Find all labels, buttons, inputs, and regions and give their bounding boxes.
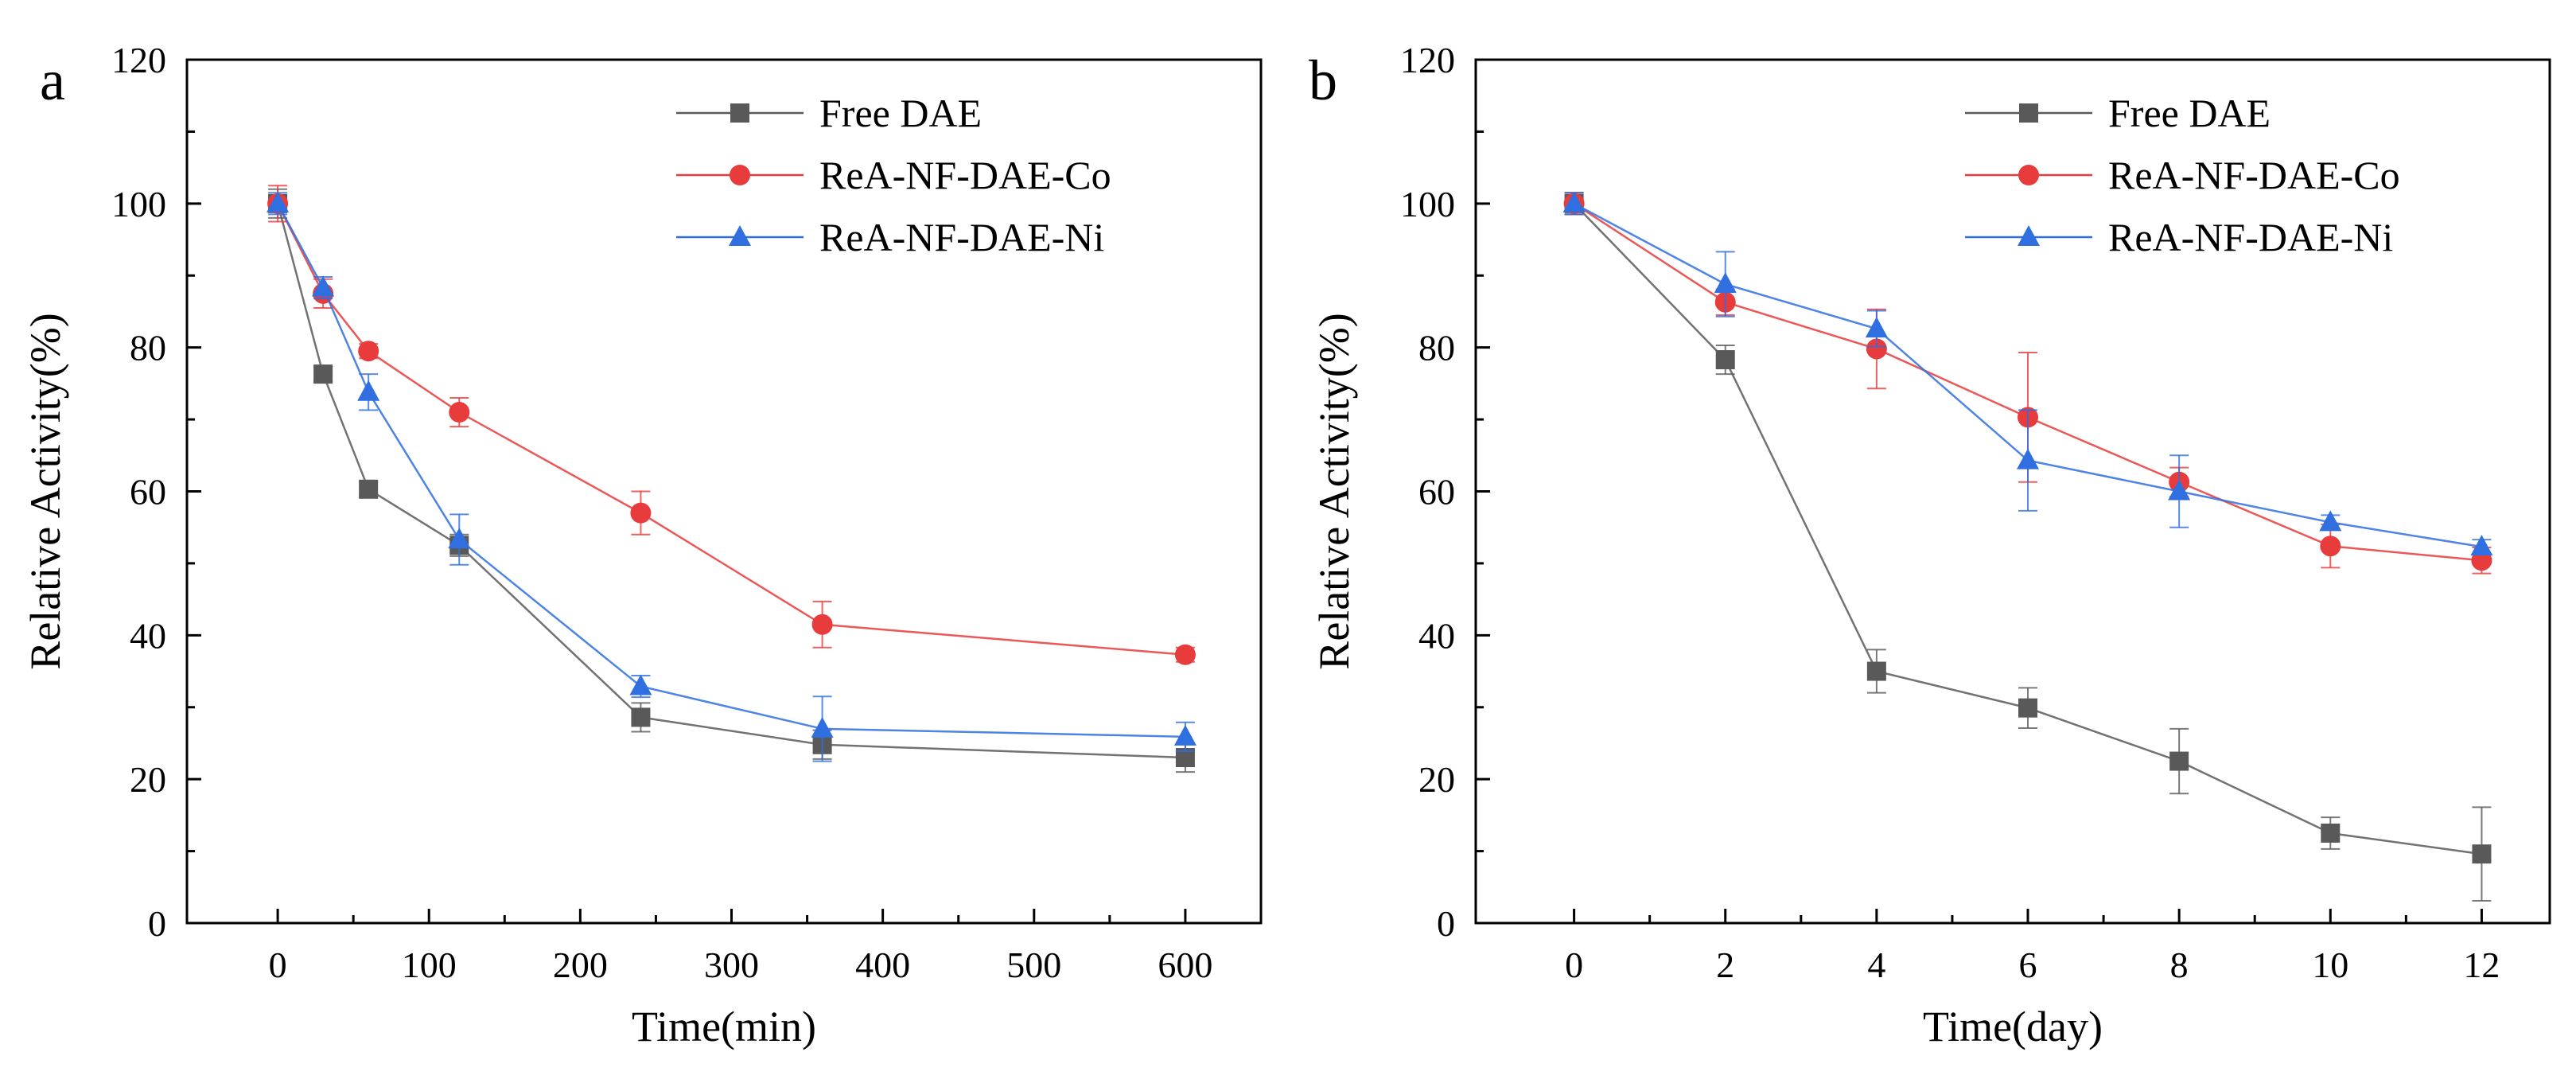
y-tick-label: 0 bbox=[1437, 903, 1455, 944]
legend-label: ReA-NF-DAE-Co bbox=[819, 153, 1111, 197]
data-point bbox=[1173, 724, 1197, 746]
series-line bbox=[276, 203, 1186, 656]
x-tick-label: 6 bbox=[2019, 945, 2037, 985]
data-point bbox=[313, 364, 333, 384]
x-tick-label: 600 bbox=[1158, 945, 1212, 985]
x-tick-label: 200 bbox=[553, 945, 608, 985]
data-point bbox=[2018, 698, 2038, 718]
data-point bbox=[1865, 317, 1888, 338]
x-tick-label: 0 bbox=[1565, 945, 1583, 985]
data-point bbox=[2470, 535, 2493, 556]
data-point bbox=[2320, 536, 2341, 557]
data-point bbox=[2169, 751, 2189, 771]
data-point bbox=[1866, 661, 1886, 681]
y-tick-label: 100 bbox=[111, 184, 166, 224]
y-tick-label: 120 bbox=[111, 40, 166, 80]
data-point bbox=[1174, 644, 1196, 665]
x-tick-label: 400 bbox=[855, 945, 910, 985]
y-tick-label: 20 bbox=[130, 759, 166, 800]
legend-label: Free DAE bbox=[819, 91, 982, 135]
series-rea-nf-dae-ni bbox=[1562, 191, 2493, 556]
y-tick-label: 40 bbox=[130, 615, 166, 656]
x-tick-label: 300 bbox=[704, 945, 759, 985]
y-tick-label: 40 bbox=[1418, 615, 1455, 656]
x-tick-label: 8 bbox=[2170, 945, 2189, 985]
x-tick-label: 10 bbox=[2312, 945, 2348, 985]
x-tick-label: 2 bbox=[1716, 945, 1734, 985]
chart-panel-b: b0 2 4 6 8 10 12020406080100120Time(day)Relati… bbox=[1309, 40, 2551, 1050]
legend-marker bbox=[2018, 165, 2039, 185]
data-point bbox=[2319, 510, 2342, 532]
y-tick-label: 20 bbox=[1418, 759, 1455, 800]
panel-letter: a bbox=[40, 49, 65, 112]
y-tick-label: 60 bbox=[1418, 472, 1455, 512]
y-tick-label: 80 bbox=[1418, 328, 1455, 368]
data-point bbox=[2017, 448, 2040, 469]
panel-letter: b bbox=[1309, 49, 1337, 112]
x-axis-title: Time(day) bbox=[1923, 1003, 2103, 1050]
data-point bbox=[312, 275, 335, 297]
x-tick-label: 500 bbox=[1006, 945, 1061, 985]
data-point bbox=[358, 341, 379, 362]
data-point bbox=[629, 674, 652, 695]
data-point bbox=[2168, 479, 2191, 501]
y-axis-title: Relative Activity(%) bbox=[21, 313, 69, 669]
data-point bbox=[630, 502, 652, 524]
y-tick-label: 0 bbox=[148, 903, 166, 944]
x-tick-label: 0 bbox=[269, 945, 287, 985]
legend-marker bbox=[730, 103, 749, 123]
legend-label: ReA-NF-DAE-Co bbox=[2108, 153, 2400, 197]
series-rea-nf-dae-ni bbox=[267, 191, 1197, 762]
series-line bbox=[276, 203, 1185, 759]
data-point bbox=[449, 402, 470, 423]
series-line bbox=[276, 203, 1185, 738]
y-tick-label: 100 bbox=[1400, 184, 1455, 224]
legend-marker bbox=[2019, 103, 2038, 123]
x-tick-label: 100 bbox=[402, 945, 457, 985]
series-free-dae bbox=[268, 188, 1195, 773]
data-point bbox=[1714, 272, 1737, 294]
x-tick-label: 12 bbox=[2463, 945, 2500, 985]
y-tick-label: 120 bbox=[1400, 40, 1455, 80]
data-point bbox=[448, 528, 471, 549]
legend-marker bbox=[730, 165, 750, 185]
legend-label: ReA-NF-DAE-Ni bbox=[819, 215, 1104, 259]
data-point bbox=[267, 191, 290, 212]
y-tick-label: 60 bbox=[130, 472, 166, 512]
data-point bbox=[357, 380, 380, 401]
legend-label: ReA-NF-DAE-Ni bbox=[2108, 215, 2393, 259]
data-point bbox=[359, 479, 379, 499]
data-point bbox=[631, 707, 651, 727]
data-point bbox=[811, 716, 834, 738]
data-point bbox=[811, 614, 833, 635]
legend-label: Free DAE bbox=[2108, 91, 2271, 135]
legend-marker bbox=[2018, 225, 2040, 246]
series-free-dae bbox=[1564, 192, 2492, 902]
y-tick-label: 80 bbox=[130, 328, 166, 368]
chart-panel-a: a 0 100 200 300 400 500 600 0 20 40 60 80 100 120 Time(… bbox=[21, 40, 1263, 1050]
y-axis-title: Relative Activity(%) bbox=[1310, 313, 1358, 669]
data-point bbox=[2472, 844, 2492, 864]
data-point bbox=[2321, 823, 2341, 843]
data-point bbox=[1562, 191, 1586, 212]
data-point bbox=[1715, 350, 1735, 370]
legend-marker bbox=[729, 225, 751, 246]
x-tick-label: 4 bbox=[1867, 945, 1885, 985]
data-point bbox=[1866, 338, 1887, 360]
series-line bbox=[1573, 202, 2482, 855]
x-axis-title: Time(min) bbox=[632, 1003, 816, 1050]
